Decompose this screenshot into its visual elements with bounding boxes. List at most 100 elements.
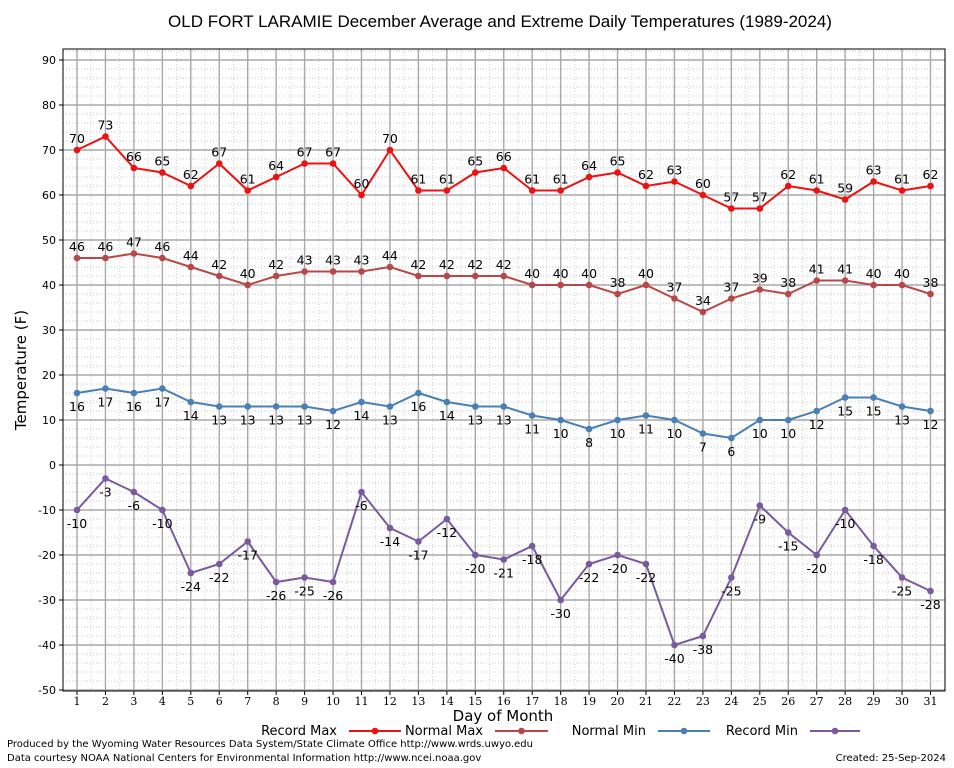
record-max-point [73,146,81,154]
record-min-point [358,488,365,496]
record-min-point [386,524,394,532]
normal-min-data-label: 12 [809,417,825,432]
x-tick-label: 9 [301,695,308,708]
x-tick-label: 28 [838,695,852,708]
normal-max-point [699,308,707,316]
y-tick-label: 50 [42,234,56,247]
x-tick-label: 29 [867,695,881,708]
record-max-data-label: 70 [69,131,85,146]
normal-max-point [728,295,735,302]
record-max-point [671,178,678,185]
legend: Record Max Normal Max Normal Min Record Min [261,724,860,739]
x-tick-label: 25 [753,695,767,708]
record-max-point [784,182,792,190]
normal-min-data-label: 10 [752,426,768,441]
x-tick-label: 8 [273,695,280,708]
normal-max-data-label: 40 [894,266,910,281]
x-tick-label: 7 [244,695,251,708]
normal-max-data-label: 42 [439,257,455,272]
y-tick-label: 70 [42,144,56,157]
record-min-point [699,632,707,640]
record-max-point [614,169,621,176]
x-axis-label: Day of Month [453,707,554,725]
record-min-data-label: -12 [437,525,457,540]
normal-max-point [415,272,422,280]
record-min-data-label: -18 [863,552,883,567]
normal-max-point [927,290,934,298]
record-max-point [472,169,479,176]
x-tick-label: 13 [411,695,425,708]
normal-max-data-label: 43 [354,253,370,268]
record-min-legend-marker [831,727,839,735]
x-tick-label: 16 [497,695,511,708]
normal-max-point [215,272,223,280]
normal-max-point [671,295,678,302]
x-tick-label: 1 [74,695,81,708]
x-tick-label: 31 [924,695,938,708]
record-min-point [927,587,934,595]
x-tick-label: 21 [639,695,653,708]
record-min-data-label: -25 [892,584,912,599]
normal-max-data-label: 40 [553,266,569,281]
record-min-point [415,538,422,545]
record-max-data-label: 57 [752,190,768,205]
record-min-point [102,475,109,482]
normal-max-data-label: 40 [240,266,256,281]
record-min-point [159,506,166,514]
normal-min-point [329,407,337,415]
record-max-data-label: 61 [524,172,540,187]
record-min-point [443,515,451,523]
x-tick-label: 10 [326,695,340,708]
record-min-point [272,578,280,586]
normal-max-data-label: 42 [268,257,284,272]
record-min-data-label: -30 [550,606,570,621]
record-max-data-label: 65 [154,154,170,169]
normal-min-point [642,412,650,419]
normal-max-point [244,281,251,289]
record-min-data-label: -18 [522,552,542,567]
record-max-point [130,164,138,172]
normal-max-point [642,281,650,289]
record-max-data-label: 61 [439,172,455,187]
record-min-data-label: -6 [128,498,141,513]
record-min-point [472,551,479,559]
normal-min-point [187,398,195,406]
normal-max-point [813,277,820,284]
record-min-data-label: -10 [67,516,87,531]
normal-max-legend-label: Normal Max [405,724,483,739]
normal-min-data-label: 13 [382,413,398,428]
record-min-data-label: -15 [778,539,798,554]
record-max-point [272,173,280,181]
record-max-data-label: 63 [866,163,882,178]
record-max-point [870,178,877,185]
normal-min-data-label: 12 [923,417,939,432]
y-axis-label: Temperature (F) [12,310,30,431]
record-min-point [73,506,81,514]
record-max-data-label: 62 [638,167,654,182]
chart-title: OLD FORT LARAMIE December Average and Ex… [168,12,832,31]
record-min-data-label: -17 [237,548,257,563]
record-max-data-label: 66 [496,149,512,164]
normal-max-point [756,286,764,293]
x-tick-label: 3 [130,695,137,708]
normal-min-legend-label: Normal Min [572,724,646,739]
normal-min-point [671,416,678,424]
normal-max-point [159,254,166,262]
record-max-point [386,146,394,154]
record-min-data-label: -38 [693,642,713,657]
normal-min-point [415,389,422,397]
record-min-point [728,574,735,581]
normal-max-point [443,272,451,280]
record-max-point [215,160,223,167]
record-max-data-label: 63 [666,163,682,178]
normal-max-point [841,277,849,284]
normal-max-point [614,290,621,298]
normal-min-data-label: 15 [866,404,882,419]
record-max-point [728,205,735,212]
record-min-point [813,551,820,559]
normal-max-point [187,263,195,271]
record-min-point [841,506,849,514]
record-max-point [301,160,308,167]
normal-min-point [813,407,820,415]
